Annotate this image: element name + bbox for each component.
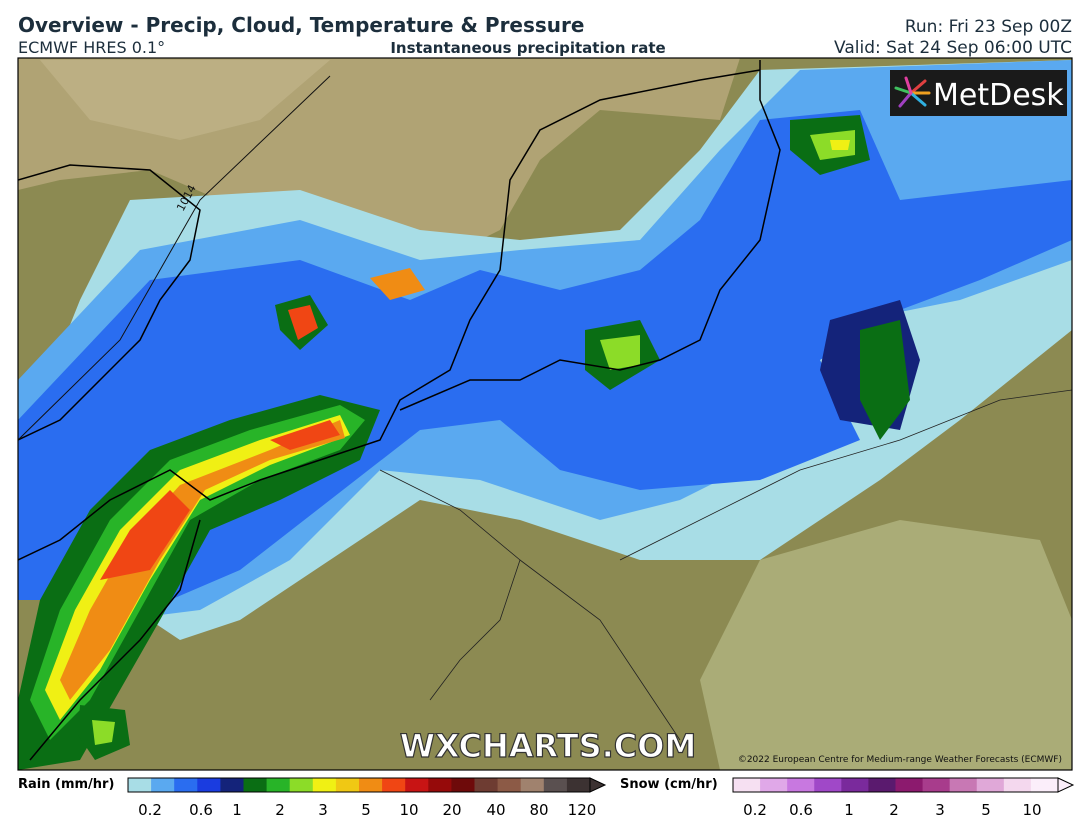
snow-tick-label: 5	[981, 801, 991, 819]
rain-arrow	[589, 777, 607, 793]
rain-tick-label: 1	[232, 801, 242, 819]
rain-swatch	[405, 778, 429, 792]
snow-swatch	[814, 778, 842, 792]
rain-tick-label: 0.6	[189, 801, 213, 819]
rain-swatch	[451, 778, 475, 792]
rain-swatch	[474, 778, 499, 792]
rain-tick-label: 10	[399, 801, 418, 819]
rain-swatch	[128, 778, 152, 792]
rain-swatch	[335, 778, 360, 792]
snow-tick-label: 0.2	[743, 801, 767, 819]
rain-tick-label: 40	[486, 801, 505, 819]
map: 1014 MetDesk WXCHARTS.COM ©2022 European…	[17, 57, 1073, 771]
rain-tick-label: 80	[529, 801, 548, 819]
snow-tick-label: 10	[1022, 801, 1041, 819]
rain-tick-label: 20	[442, 801, 461, 819]
snow-arrow	[1057, 777, 1075, 793]
logo: MetDesk	[933, 78, 1064, 113]
snow-swatch	[976, 778, 1005, 792]
rain-swatch	[243, 778, 268, 792]
snow-swatch	[787, 778, 815, 792]
snow-swatch	[760, 778, 788, 792]
rain-swatch	[289, 778, 314, 792]
snow-swatch	[733, 778, 761, 792]
copyright: ©2022 European Centre for Medium-range W…	[738, 755, 1062, 765]
field: Instantaneous precipitation rate	[390, 39, 665, 57]
rain-legend-title: Rain (mm/hr)	[18, 777, 114, 792]
rain-tick-label: 0.2	[138, 801, 162, 819]
snow-swatch	[949, 778, 978, 792]
rain-swatch	[520, 778, 545, 792]
rain-swatch	[566, 778, 591, 792]
rain-tick-label: 120	[568, 801, 597, 819]
rain-swatch	[266, 778, 291, 792]
rain-swatch	[220, 778, 244, 792]
model: ECMWF HRES 0.1°	[18, 38, 165, 57]
snow-tick-label: 2	[889, 801, 899, 819]
rain-swatch	[174, 778, 198, 792]
snow-swatch	[895, 778, 924, 792]
rain-swatch	[497, 778, 522, 792]
rain-swatch	[197, 778, 221, 792]
snow-swatch	[868, 778, 896, 792]
rain-swatch	[359, 778, 383, 792]
snow-tick-label: 3	[935, 801, 945, 819]
run: Run: Fri 23 Sep 00Z	[905, 17, 1072, 37]
watermark: WXCHARTS.COM	[400, 727, 697, 765]
rain-tick-label: 5	[361, 801, 371, 819]
snow-legend-title: Snow (cm/hr)	[620, 777, 718, 792]
rain-swatch	[543, 778, 568, 792]
snow-swatch	[841, 778, 869, 792]
rain-swatch	[382, 778, 406, 792]
rain-tick-label: 2	[275, 801, 285, 819]
snow-swatch	[1030, 778, 1059, 792]
valid: Valid: Sat 24 Sep 06:00 UTC	[834, 38, 1072, 58]
rain-tick-label: 3	[318, 801, 328, 819]
rain-swatch	[428, 778, 452, 792]
snow-tick-label: 0.6	[789, 801, 813, 819]
rain-swatch	[151, 778, 175, 792]
rain-swatch	[312, 778, 337, 792]
title: Overview - Precip, Cloud, Temperature & …	[18, 13, 584, 37]
snow-tick-label: 1	[844, 801, 854, 819]
snow-swatch	[922, 778, 951, 792]
legends: 0.2 0.6 1 2 3 5 10 20 40 80 120 0.2 0.6 1 2 3 5 10	[127, 777, 1075, 819]
snow-swatch	[1003, 778, 1032, 792]
